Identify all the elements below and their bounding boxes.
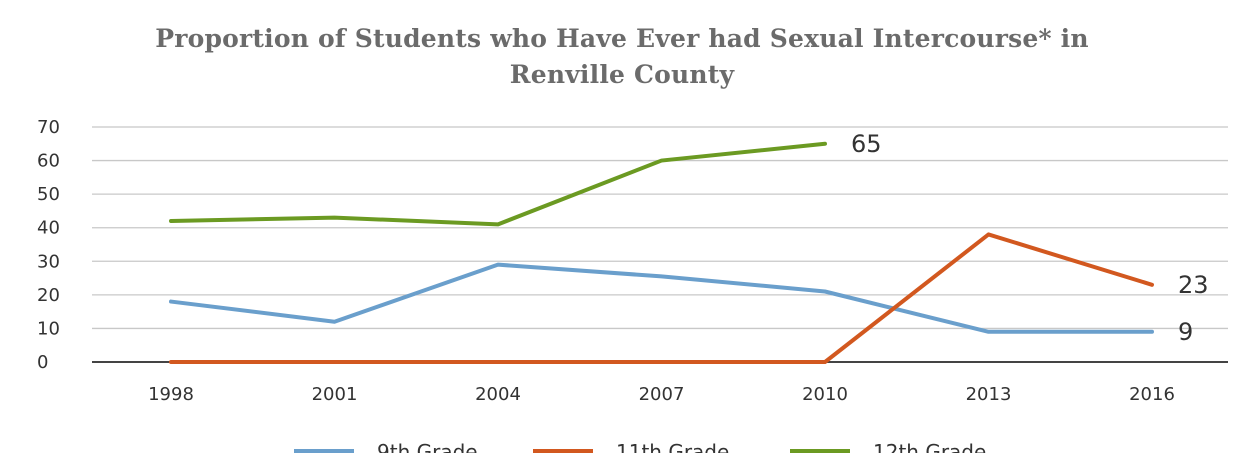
end-label: 65 bbox=[851, 130, 882, 158]
end-labels: 9 23 65 bbox=[851, 130, 1209, 346]
series-line-9th-grade bbox=[171, 265, 1152, 332]
y-tick-label: 0 bbox=[37, 352, 48, 373]
y-tick-label: 40 bbox=[37, 218, 60, 239]
series-layer bbox=[171, 144, 1152, 362]
x-tick-label: 2016 bbox=[1129, 384, 1175, 405]
y-tick-label: 10 bbox=[37, 318, 60, 339]
end-label: 23 bbox=[1178, 271, 1209, 299]
legend: 9th Grade 11th Grade 12th Grade bbox=[294, 440, 986, 453]
series-line-12th-grade bbox=[171, 144, 825, 225]
legend-label: 12th Grade bbox=[873, 440, 986, 453]
y-tick-label: 50 bbox=[37, 184, 60, 205]
legend-label: 11th Grade bbox=[616, 440, 729, 453]
end-label: 9 bbox=[1178, 318, 1193, 346]
y-tick-label: 70 bbox=[37, 117, 60, 138]
x-axis-ticks: 1998 2001 2004 2007 2010 2013 2016 bbox=[148, 384, 1175, 405]
series-line-11th-grade bbox=[171, 234, 1152, 362]
x-tick-label: 2010 bbox=[802, 384, 848, 405]
x-tick-label: 2001 bbox=[312, 384, 358, 405]
y-axis-ticks: 0 10 20 30 40 50 60 70 bbox=[37, 117, 60, 373]
legend-label: 9th Grade bbox=[377, 440, 478, 453]
x-tick-label: 2007 bbox=[639, 384, 685, 405]
y-tick-label: 60 bbox=[37, 151, 60, 172]
x-tick-label: 2013 bbox=[966, 384, 1012, 405]
x-tick-label: 1998 bbox=[148, 384, 194, 405]
x-tick-label: 2004 bbox=[475, 384, 521, 405]
y-tick-label: 20 bbox=[37, 285, 60, 306]
y-tick-label: 30 bbox=[37, 251, 60, 272]
